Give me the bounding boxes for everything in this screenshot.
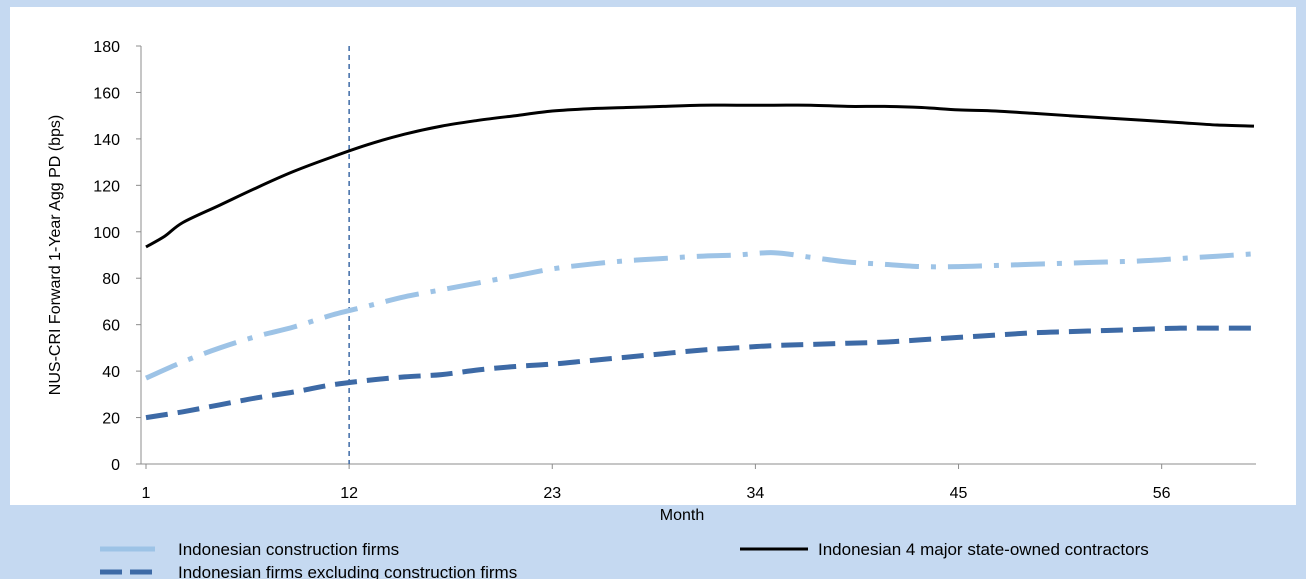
y-tick-label: 160	[93, 85, 120, 102]
y-tick-label: 20	[102, 411, 120, 428]
legend: Indonesian construction firms Indonesian…	[100, 540, 1149, 579]
legend-label-state-owned: Indonesian 4 major state-owned contracto…	[818, 540, 1149, 559]
x-tick-label: 56	[1153, 485, 1171, 502]
x-tick-label: 12	[340, 485, 358, 502]
y-tick-label: 120	[93, 178, 120, 195]
axes	[140, 46, 1256, 465]
y-tick-label: 180	[93, 39, 120, 56]
x-tick-label: 23	[543, 485, 561, 502]
legend-label-excluding: Indonesian firms excluding construction …	[178, 563, 517, 579]
legend-item-construction: Indonesian construction firms	[100, 540, 399, 559]
legend-item-state-owned: Indonesian 4 major state-owned contracto…	[740, 540, 1149, 559]
chart-area	[10, 7, 1296, 505]
series-layer	[145, 103, 1255, 421]
y-tick-label: 40	[102, 364, 120, 381]
x-tick-label: 1	[142, 485, 151, 502]
x-axis-title: Month	[660, 507, 704, 524]
x-axis-ticks: 1 12 23 34 45 56	[142, 464, 1171, 502]
series-line-1	[145, 325, 1254, 421]
x-tick-label: 45	[950, 485, 968, 502]
series-line-0	[145, 250, 1255, 381]
y-tick-label: 140	[93, 132, 120, 149]
legend-label-construction: Indonesian construction firms	[178, 540, 399, 559]
y-tick-label: 100	[93, 225, 120, 242]
series-line-2	[145, 103, 1255, 249]
x-tick-label: 34	[747, 485, 765, 502]
legend-item-excluding: Indonesian firms excluding construction …	[100, 563, 517, 579]
y-tick-label: 60	[102, 318, 120, 335]
y-tick-label: 80	[102, 271, 120, 288]
y-axis-title: NUS-CRI Forward 1-Year Agg PD (bps)	[47, 115, 64, 395]
y-tick-label: 0	[111, 457, 120, 474]
y-axis-ticks: 0 20 40 60 80 100 120 140 160 180	[93, 39, 141, 474]
